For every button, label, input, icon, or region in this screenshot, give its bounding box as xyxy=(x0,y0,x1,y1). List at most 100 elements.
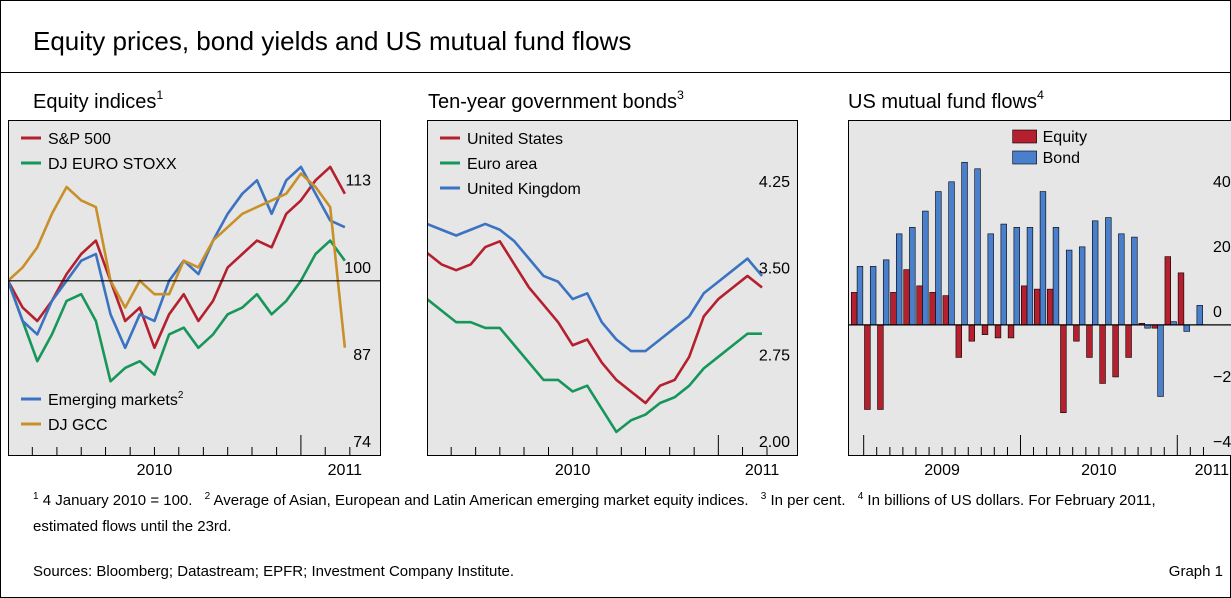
bar xyxy=(1007,324,1015,339)
bar xyxy=(1078,246,1086,326)
bar xyxy=(890,292,897,326)
legend-label-text: United Kingdom xyxy=(467,181,581,198)
x-tick-label: 2010 xyxy=(137,462,173,479)
panel-title-text: Equity indices xyxy=(33,91,156,113)
y-tick-label: 40 xyxy=(1213,174,1231,191)
footnote-mark: 1 xyxy=(33,491,39,502)
legend-label: United Kingdom xyxy=(467,181,581,198)
legend-label-text: S&P 500 xyxy=(48,131,111,148)
bar xyxy=(1000,223,1007,326)
bar xyxy=(1112,324,1119,378)
bar xyxy=(1118,233,1125,326)
graph-label: Graph 1 xyxy=(1168,563,1223,580)
legend-label-text: Emerging markets xyxy=(48,392,178,409)
bar xyxy=(974,168,981,326)
legend-label-text: Euro area xyxy=(467,156,537,173)
y-tick-label: 87 xyxy=(353,347,371,364)
plot-area xyxy=(8,165,380,383)
plot-area xyxy=(848,161,1231,414)
footnote-mark: 3 xyxy=(760,491,767,502)
bar xyxy=(942,295,949,326)
series-line xyxy=(427,298,763,434)
plot-border xyxy=(8,120,381,456)
panel-title-note: 3 xyxy=(677,88,684,102)
footnote: 4 In billions of US dollars. For Februar… xyxy=(33,491,1156,536)
bar xyxy=(987,233,994,326)
bar xyxy=(1125,324,1132,358)
bar xyxy=(1131,236,1138,326)
footnote-text: Average of Asian, European and Latin Ame… xyxy=(213,492,749,509)
bar xyxy=(895,233,903,326)
bar xyxy=(968,324,975,342)
bar xyxy=(948,181,955,326)
bar xyxy=(1052,227,1060,326)
bar xyxy=(1073,324,1080,342)
bar xyxy=(877,324,884,410)
y-tick-label: 2.00 xyxy=(759,434,790,451)
x-tick-label: 2011 xyxy=(1195,462,1230,479)
legend-swatch xyxy=(1012,150,1037,165)
plot-border xyxy=(848,120,1231,456)
y-tick-label: 3.50 xyxy=(759,261,790,278)
footnote-mark: 2 xyxy=(204,491,211,502)
bar xyxy=(1026,227,1034,326)
bar xyxy=(922,210,929,326)
x-tick-label: 2010 xyxy=(555,462,591,479)
bar xyxy=(935,191,942,326)
bar xyxy=(1091,220,1099,326)
panel-title-text: Ten-year government bonds xyxy=(428,91,677,113)
footnote-text: In per cent. xyxy=(770,492,846,509)
legend-label: Equity xyxy=(1043,129,1087,146)
bar xyxy=(916,285,923,326)
plot-area xyxy=(427,222,764,434)
bar xyxy=(851,292,858,326)
y-tick-label: 0 xyxy=(1213,304,1222,321)
legend-label: S&P 500 xyxy=(48,131,111,148)
x-tick-label: 2011 xyxy=(328,462,363,479)
footnote-mark: 4 xyxy=(857,491,864,502)
footnote: 3 In per cent. xyxy=(760,491,846,510)
series-line xyxy=(8,239,346,383)
series-line xyxy=(8,165,346,350)
x-tick-label: 2011 xyxy=(745,462,780,479)
bar xyxy=(981,324,989,335)
legend-label: DJ EURO STOXX xyxy=(48,156,177,173)
legend-label-text: DJ EURO STOXX xyxy=(48,156,177,173)
sources: Sources: Bloomberg; Datastream; EPFR; In… xyxy=(33,563,515,580)
legend-label: Emerging markets2 xyxy=(48,390,184,409)
bar xyxy=(1177,272,1185,326)
bar xyxy=(1086,324,1093,358)
series-line xyxy=(427,239,763,405)
bar xyxy=(1196,305,1203,326)
bar xyxy=(1047,288,1054,326)
bar xyxy=(1065,249,1073,326)
bar xyxy=(909,227,916,326)
y-tick-label: 74 xyxy=(353,434,371,451)
bar xyxy=(856,266,864,326)
bar xyxy=(1183,324,1190,332)
x-tick-label: 2010 xyxy=(1081,462,1117,479)
x-tick-label: 2009 xyxy=(924,462,960,479)
footnote: 1 4 January 2010 = 100. xyxy=(33,491,193,510)
y-tick-label: 100 xyxy=(344,260,371,277)
footnote-text: In billions of US dollars. For February … xyxy=(33,492,1156,535)
legend-label: United States xyxy=(467,131,563,148)
bar xyxy=(961,161,968,326)
legend-label: Euro area xyxy=(467,156,537,173)
panel-title-note: 4 xyxy=(1037,88,1044,102)
legend-label-text: DJ GCC xyxy=(48,417,108,434)
y-tick-label: 113 xyxy=(345,173,371,190)
panel-title: Ten-year government bonds3 xyxy=(428,88,684,113)
bar xyxy=(1099,324,1106,384)
panel-title-text: US mutual fund flows xyxy=(848,91,1037,113)
bar xyxy=(1157,324,1164,397)
y-tick-label: −40 xyxy=(1213,434,1231,451)
bar xyxy=(882,259,890,326)
footnote-text: 4 January 2010 = 100. xyxy=(42,492,193,509)
y-tick-label: −20 xyxy=(1213,369,1231,386)
series-line xyxy=(427,222,764,353)
panel-title-note: 1 xyxy=(156,88,163,102)
footnotes: 1 4 January 2010 = 100. 2 Average of Asi… xyxy=(33,488,1223,540)
